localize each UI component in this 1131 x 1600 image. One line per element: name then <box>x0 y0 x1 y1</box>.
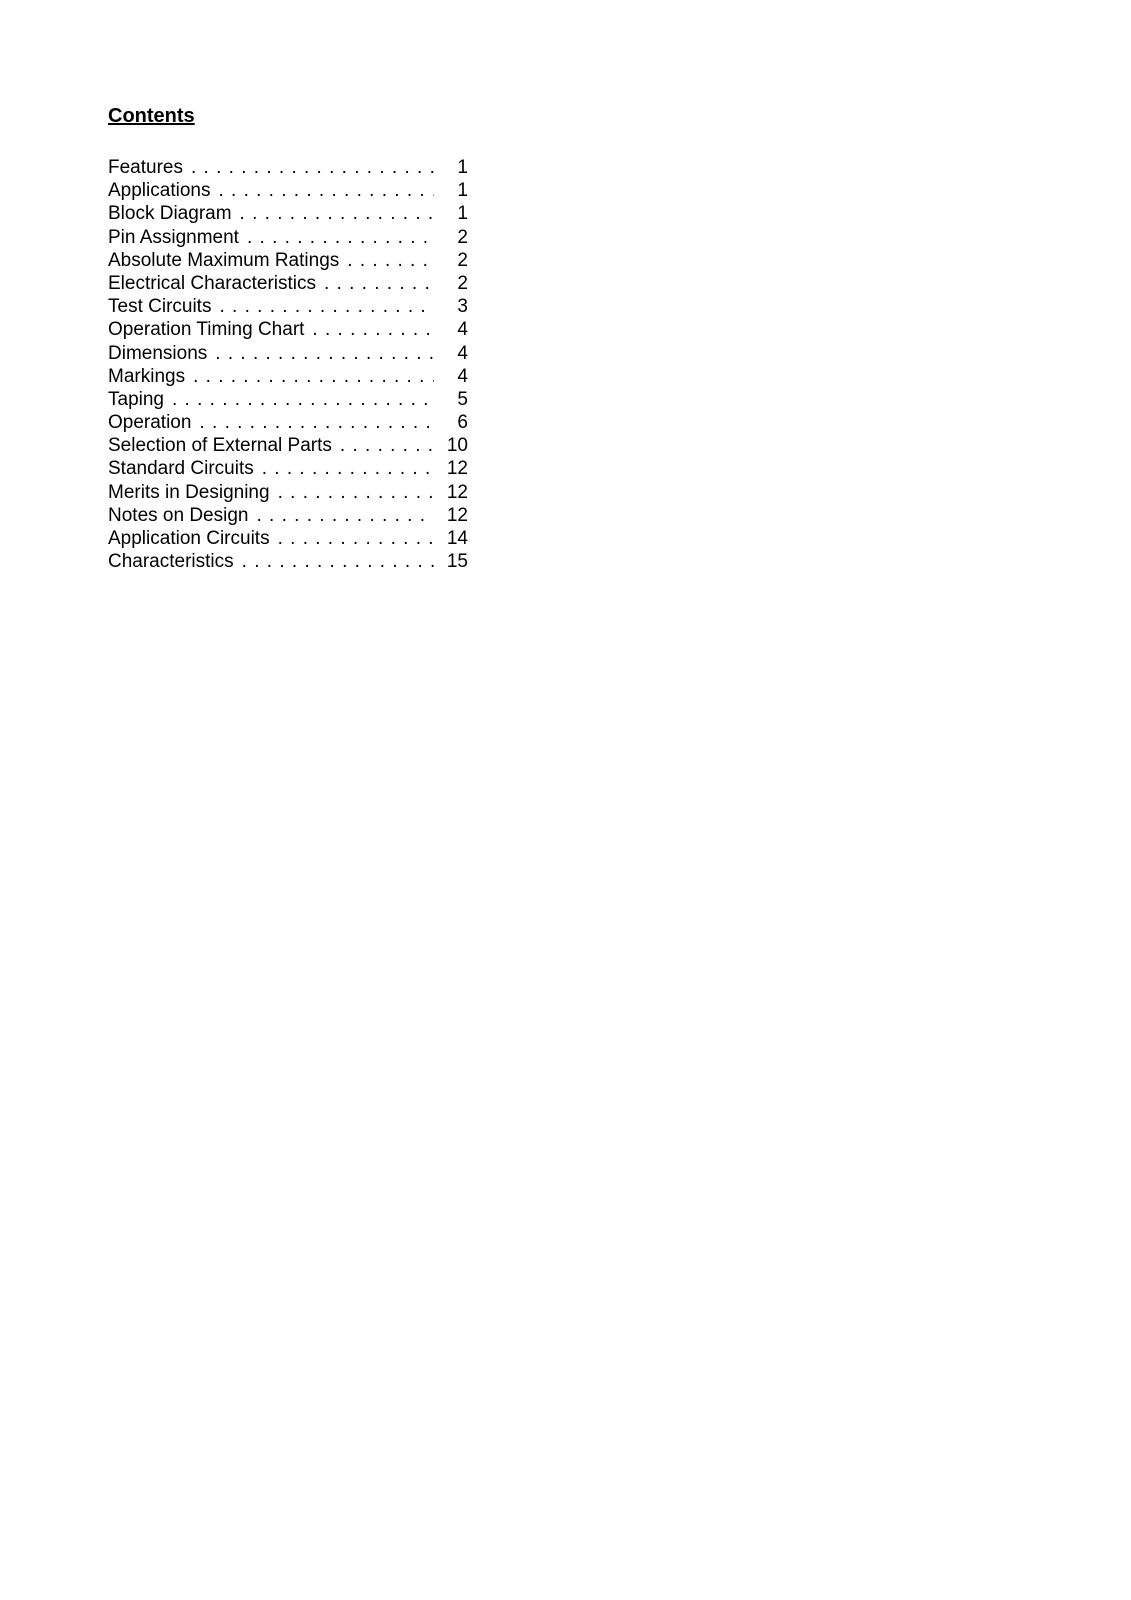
toc-leader-dots <box>347 251 434 270</box>
toc-entry-page: 4 <box>440 367 468 386</box>
toc-leader-dots <box>240 204 434 223</box>
toc-entry-label: Electrical Characteristics <box>108 274 316 293</box>
toc-entry-label: Application Circuits <box>108 529 270 548</box>
toc-leader-dots <box>199 413 434 432</box>
toc-row: Features 1 <box>108 158 468 177</box>
toc-entry-label: Dimensions <box>108 344 207 363</box>
toc-entry-label: Operation <box>108 413 191 432</box>
toc-leader-dots <box>324 274 434 293</box>
toc-leader-dots <box>340 436 434 455</box>
toc-entry-label: Characteristics <box>108 552 234 571</box>
toc-entry-label: Operation Timing Chart <box>108 320 304 339</box>
toc-entry-label: Standard Circuits <box>108 459 254 478</box>
toc-entry-label: Markings <box>108 367 185 386</box>
toc-entry-page: 14 <box>440 529 468 548</box>
toc-leader-dots <box>256 506 434 525</box>
toc-row: Absolute Maximum Ratings 2 <box>108 251 468 270</box>
toc-entry-label: Notes on Design <box>108 506 248 525</box>
toc-entry-page: 12 <box>440 483 468 502</box>
toc-leader-dots <box>247 228 434 247</box>
toc-entry-page: 6 <box>440 413 468 432</box>
toc-leader-dots <box>219 297 434 316</box>
toc-entry-page: 15 <box>440 552 468 571</box>
toc-row: Merits in Designing 12 <box>108 483 468 502</box>
toc-row: Standard Circuits 12 <box>108 459 468 478</box>
toc-row: Applications 1 <box>108 181 468 200</box>
toc-entry-label: Absolute Maximum Ratings <box>108 251 339 270</box>
toc-entry-page: 4 <box>440 320 468 339</box>
toc-entry-page: 5 <box>440 390 468 409</box>
toc-row: Application Circuits 14 <box>108 529 468 548</box>
toc-entry-page: 2 <box>440 274 468 293</box>
toc-entry-page: 2 <box>440 251 468 270</box>
toc-row: Taping 5 <box>108 390 468 409</box>
toc-entry-label: Features <box>108 158 183 177</box>
contents-heading: Contents <box>108 105 1131 128</box>
toc-row: Notes on Design 12 <box>108 506 468 525</box>
toc-row: Test Circuits 3 <box>108 297 468 316</box>
toc-entry-label: Pin Assignment <box>108 228 239 247</box>
toc-leader-dots <box>215 344 434 363</box>
toc-leader-dots <box>278 529 434 548</box>
toc-entry-label: Selection of External Parts <box>108 436 332 455</box>
toc-leader-dots <box>262 459 434 478</box>
toc-entry-label: Test Circuits <box>108 297 211 316</box>
toc-entry-page: 1 <box>440 158 468 177</box>
toc-entry-page: 1 <box>440 181 468 200</box>
toc-entry-page: 3 <box>440 297 468 316</box>
toc-entry-label: Applications <box>108 181 210 200</box>
page: Contents Features1Applications1Block Dia… <box>0 0 1131 1600</box>
toc-leader-dots <box>312 320 434 339</box>
toc-row: Pin Assignment 2 <box>108 228 468 247</box>
toc-leader-dots <box>172 390 434 409</box>
toc-row: Operation 6 <box>108 413 468 432</box>
toc-entry-page: 12 <box>440 459 468 478</box>
toc-row: Operation Timing Chart 4 <box>108 320 468 339</box>
toc-row: Block Diagram 1 <box>108 204 468 223</box>
table-of-contents: Features 1 Applications 1 Block Diagram 1 Pin … <box>108 158 468 571</box>
toc-row: Dimensions 4 <box>108 344 468 363</box>
toc-row: Markings 4 <box>108 367 468 386</box>
toc-leader-dots <box>278 483 434 502</box>
toc-row: Electrical Characteristics 2 <box>108 274 468 293</box>
toc-leader-dots <box>191 158 434 177</box>
toc-entry-page: 1 <box>440 204 468 223</box>
toc-entry-page: 10 <box>440 436 468 455</box>
toc-leader-dots <box>193 367 434 386</box>
toc-entry-page: 12 <box>440 506 468 525</box>
toc-entry-label: Block Diagram <box>108 204 232 223</box>
toc-entry-label: Merits in Designing <box>108 483 270 502</box>
toc-leader-dots <box>242 552 434 571</box>
toc-entry-page: 2 <box>440 228 468 247</box>
toc-row: Characteristics 15 <box>108 552 468 571</box>
toc-row: Selection of External Parts 10 <box>108 436 468 455</box>
toc-leader-dots <box>218 181 434 200</box>
toc-entry-page: 4 <box>440 344 468 363</box>
toc-entry-label: Taping <box>108 390 164 409</box>
